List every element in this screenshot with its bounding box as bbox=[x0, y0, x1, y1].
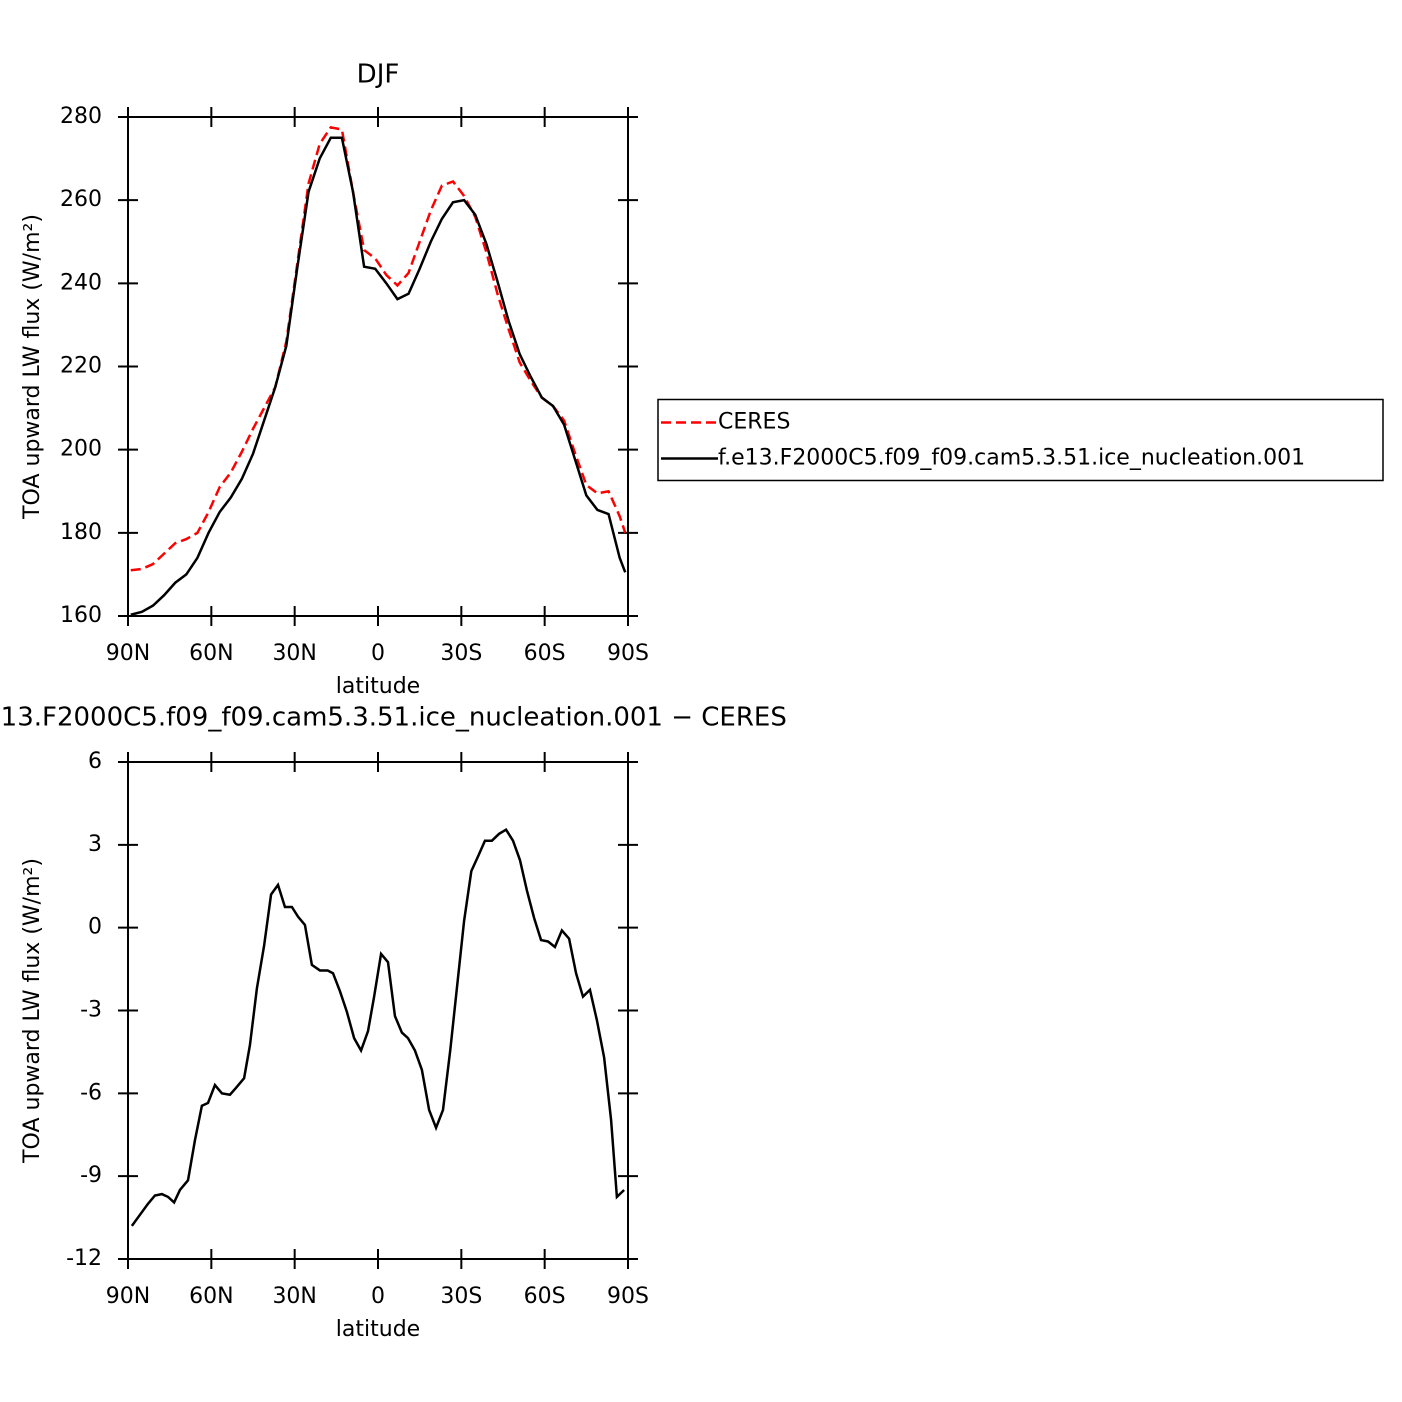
x-tick-label: 90N bbox=[106, 641, 150, 666]
y-axis-label: TOA upward LW flux (W/m²) bbox=[20, 858, 45, 1164]
data-line bbox=[130, 827, 625, 1227]
y-tick-label: -9 bbox=[80, 1163, 102, 1188]
data-line bbox=[130, 126, 627, 572]
legend-label: f.e13.F2000C5.f09_f09.cam5.3.51.ice_nucl… bbox=[718, 446, 1305, 471]
y-tick-label: 260 bbox=[60, 187, 102, 212]
y-tick-label: -6 bbox=[80, 1080, 102, 1105]
y-tick-label: -3 bbox=[80, 998, 102, 1023]
y-tick-label: 160 bbox=[60, 603, 102, 628]
x-axis-label: latitude bbox=[336, 674, 420, 699]
y-tick-label: -12 bbox=[66, 1246, 102, 1271]
x-axis-label: latitude bbox=[336, 1317, 420, 1342]
x-tick-label: 60N bbox=[189, 641, 233, 666]
y-tick-label: 200 bbox=[60, 437, 102, 462]
x-tick-label: 0 bbox=[371, 1284, 385, 1309]
y-tick-label: 0 bbox=[88, 915, 102, 940]
plot-frame bbox=[127, 761, 629, 1260]
chart-title: f.e13.F2000C5.f09_f09.cam5.3.51.ice_nucl… bbox=[0, 703, 787, 733]
plot-frame bbox=[127, 116, 629, 617]
x-tick-label: 90S bbox=[607, 1284, 649, 1309]
y-axis-label: TOA upward LW flux (W/m²) bbox=[20, 214, 45, 520]
y-tick-label: 280 bbox=[60, 104, 102, 129]
y-tick-label: 3 bbox=[88, 832, 102, 857]
x-tick-label: 0 bbox=[371, 641, 385, 666]
x-tick-label: 30S bbox=[440, 1284, 482, 1309]
legend-label: CERES bbox=[718, 410, 790, 435]
x-tick-label: 60N bbox=[189, 1284, 233, 1309]
legend: CERES f.e13.F2000C5.f09_f09.cam5.3.51.ice… bbox=[657, 398, 1384, 482]
x-tick-label: 30N bbox=[272, 641, 316, 666]
y-tick-label: 240 bbox=[60, 270, 102, 295]
y-tick-label: 180 bbox=[60, 520, 102, 545]
y-tick-label: 220 bbox=[60, 354, 102, 379]
legend-frame bbox=[657, 398, 1384, 482]
chart-title: DJF bbox=[357, 60, 400, 90]
x-tick-label: 30S bbox=[440, 641, 482, 666]
x-tick-label: 60S bbox=[524, 1284, 566, 1309]
x-tick-label: 90S bbox=[607, 641, 649, 666]
x-tick-label: 30N bbox=[272, 1284, 316, 1309]
x-tick-label: 60S bbox=[524, 641, 566, 666]
data-line bbox=[130, 136, 627, 616]
y-tick-label: 6 bbox=[88, 749, 102, 774]
x-tick-label: 90N bbox=[106, 1284, 150, 1309]
